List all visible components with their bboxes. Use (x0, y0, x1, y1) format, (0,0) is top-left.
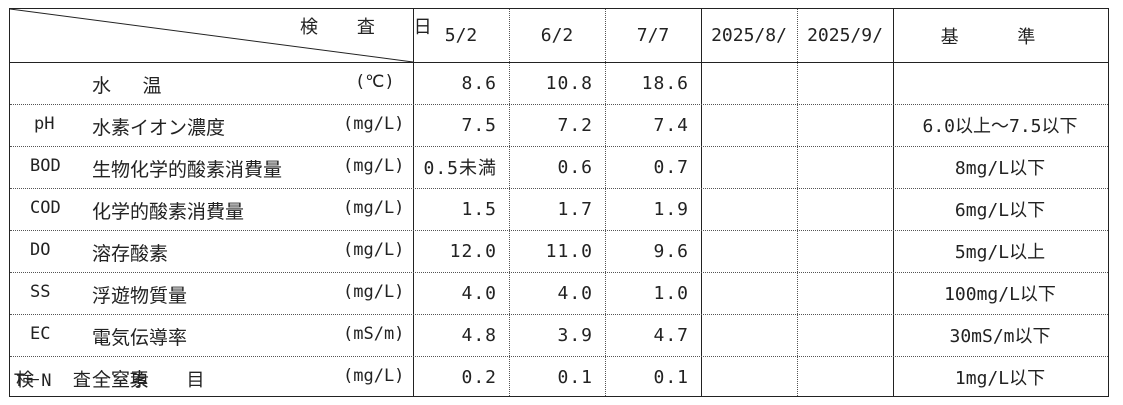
measurement-value (797, 62, 893, 104)
measurement-value (797, 146, 893, 188)
measurement-value: 1.9 (653, 198, 689, 220)
measurement-value: 7.5 (461, 114, 497, 136)
item-unit: (mg/L) (343, 156, 405, 176)
item-name: 化学的酸素消費量 (92, 201, 245, 223)
measurement-value (797, 230, 893, 272)
item-name: 水素イオン濃度 (92, 117, 226, 139)
item-abbreviation: T－N (14, 371, 52, 391)
item-unit: (℃) (355, 72, 395, 92)
column-divider (797, 9, 798, 396)
measurement-value: 1.0 (653, 282, 689, 304)
measurement-value: 11.0 (545, 240, 593, 262)
column-divider (413, 9, 414, 396)
standard-value (893, 62, 1107, 104)
item-name: 浮遊物質量 (92, 285, 188, 307)
standard-value: 30mS/m以下 (949, 326, 1051, 347)
item-unit: (mg/L) (343, 240, 405, 260)
measurement-value: 12.0 (449, 240, 497, 262)
column-divider (509, 9, 510, 396)
item-name: 溶存酸素 (92, 243, 169, 265)
measurement-value: 0.2 (461, 366, 497, 388)
column-divider (701, 9, 702, 396)
item-abbreviation: SS (30, 282, 51, 302)
measurement-value: 0.7 (653, 156, 689, 178)
row-divider (10, 230, 1108, 231)
standard-value: 5mg/L以上 (954, 242, 1046, 263)
measurement-value: 7.2 (557, 114, 593, 136)
item-unit: (mS/m) (343, 324, 405, 344)
item-name: 水 温 (92, 75, 172, 97)
date-header-2: 7/7 (636, 25, 670, 46)
measurement-value (797, 272, 893, 314)
measurement-value (797, 104, 893, 146)
measurement-value: 10.8 (545, 72, 593, 94)
standard-value: 6mg/L以下 (954, 200, 1046, 221)
standard-value: 6.0以上～7.5以下 (922, 116, 1078, 137)
item-abbreviation: DO (30, 240, 51, 260)
item-unit: (mg/L) (343, 366, 405, 386)
row-divider (10, 104, 1108, 105)
measurement-value: 3.9 (557, 324, 593, 346)
measurement-value: 1.7 (557, 198, 593, 220)
measurement-value: 0.1 (557, 366, 593, 388)
measurement-value (797, 356, 893, 398)
date-header-0: 5/2 (444, 25, 478, 46)
measurement-value: 0.1 (653, 366, 689, 388)
measurement-value: 0.5未満 (423, 158, 497, 179)
measurement-value (701, 272, 797, 314)
water-quality-table: 検 査 日 検 査 項 目 5/2 6/2 7/7 2025/8/2025/9/基 準… (9, 8, 1109, 397)
measurement-value: 4.0 (461, 282, 497, 304)
row-divider (10, 188, 1108, 189)
measurement-value (701, 230, 797, 272)
row-divider (10, 146, 1108, 147)
date-header-3: 2025/8/ (711, 25, 787, 46)
item-abbreviation: pH (34, 114, 55, 134)
header-diagonal (10, 9, 413, 62)
item-unit: (mg/L) (343, 198, 405, 218)
measurement-value (701, 356, 797, 398)
row-divider (10, 62, 1108, 63)
measurement-value: 7.4 (653, 114, 689, 136)
row-divider (10, 356, 1108, 357)
standard-value: 1mg/L以下 (954, 368, 1046, 389)
measurement-value: 4.8 (461, 324, 497, 346)
measurement-value: 4.0 (557, 282, 593, 304)
standard-value: 100mg/L以下 (944, 284, 1056, 305)
date-header-label: 検 査 日 (300, 17, 446, 38)
measurement-value (701, 104, 797, 146)
standard-value: 8mg/L以下 (954, 158, 1046, 179)
measurement-value (701, 62, 797, 104)
date-header-4: 2025/9/ (807, 25, 883, 46)
measurement-value: 9.6 (653, 240, 689, 262)
item-header-label: 検 査 項 目 (16, 370, 219, 391)
measurement-value (797, 188, 893, 230)
measurement-value (797, 314, 893, 356)
item-name: 全窒素 (92, 369, 150, 391)
row-divider (10, 272, 1108, 273)
item-unit: (mg/L) (343, 282, 405, 302)
measurement-value: 4.7 (653, 324, 689, 346)
measurement-value (701, 188, 797, 230)
item-name: 生物化学的酸素消費量 (92, 159, 283, 181)
column-divider (893, 9, 894, 396)
measurement-value (701, 146, 797, 188)
row-divider (10, 314, 1108, 315)
item-name: 電気伝導率 (92, 327, 188, 349)
measurement-value: 0.6 (557, 156, 593, 178)
item-abbreviation: EC (30, 324, 51, 344)
item-unit: (mg/L) (343, 114, 405, 134)
item-abbreviation: COD (30, 198, 61, 218)
measurement-value: 1.5 (461, 198, 497, 220)
measurement-value (701, 314, 797, 356)
measurement-value: 8.6 (461, 72, 497, 94)
date-header-1: 6/2 (540, 25, 574, 46)
standard-header: 基 準 (940, 26, 1060, 48)
column-divider (605, 9, 606, 396)
measurement-value: 18.6 (641, 72, 689, 94)
item-abbreviation: BOD (30, 156, 61, 176)
